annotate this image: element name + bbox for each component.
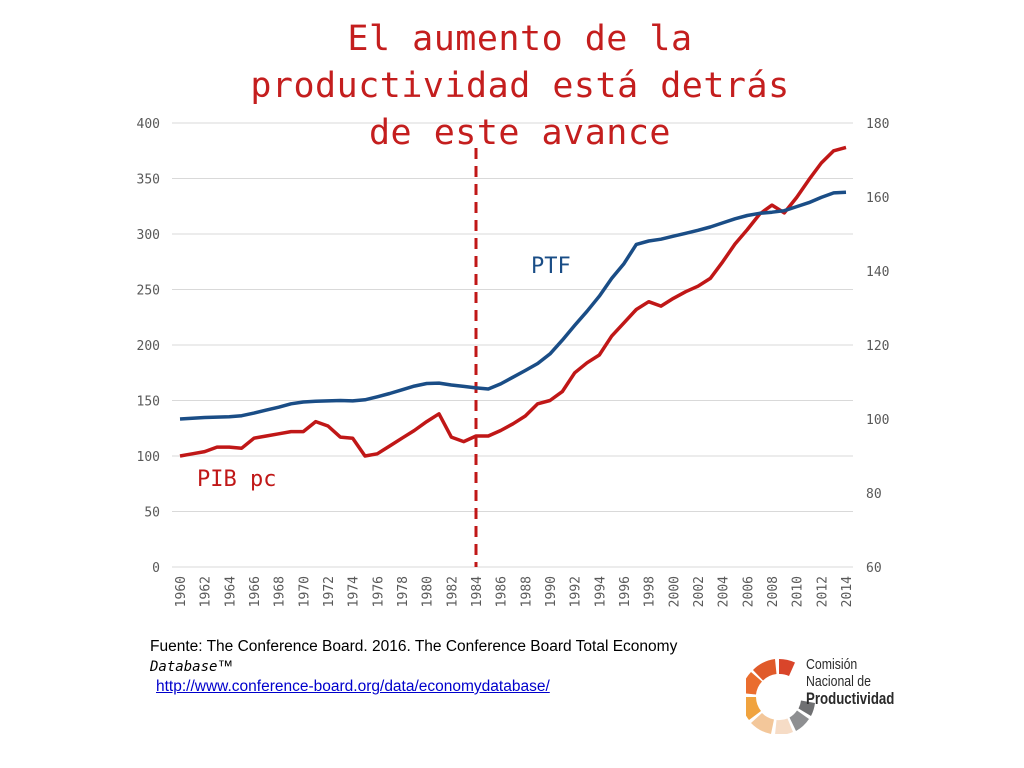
x-tick-label: 1994 [593, 576, 608, 607]
x-tick-label: 2006 [741, 576, 756, 607]
x-tick-label: 2010 [791, 576, 806, 607]
title-line-2: productividad está detrás [250, 66, 790, 106]
right-tick-label: 120 [866, 339, 889, 354]
x-tick-label: 1996 [618, 576, 633, 607]
left-tick-label: 150 [137, 395, 160, 410]
x-tick-label: 1970 [297, 576, 312, 607]
series-label-ptf: PTF [531, 254, 571, 279]
x-tick-label: 1968 [273, 576, 288, 607]
left-tick-label: 100 [137, 450, 160, 465]
source-text: Fuente: The Conference Board. 2016. The … [150, 638, 678, 655]
x-tick-label: 1998 [643, 576, 658, 607]
x-tick-label: 1992 [569, 576, 584, 607]
title-line-1: El aumento de la [347, 19, 693, 59]
x-tick-label: 2008 [766, 576, 781, 607]
series-line-pib-pc [179, 145, 847, 458]
left-tick-label: 200 [137, 339, 160, 354]
x-tick-label: 1972 [322, 576, 337, 607]
title-line-3: de este avance [368, 113, 671, 153]
x-tick-label: 2002 [692, 576, 707, 607]
series-line-ptf [179, 190, 847, 421]
source-link[interactable]: http://www.conference-board.org/data/eco… [156, 678, 550, 695]
x-tick-label: 1980 [421, 576, 436, 607]
right-tick-label: 160 [866, 191, 889, 206]
x-tick-label: 1976 [371, 576, 386, 607]
x-tick-label: 2004 [717, 576, 732, 607]
right-axis-ticks: 60 80 100 120 140 160 180 [866, 117, 889, 576]
x-tick-label: 1974 [347, 576, 362, 607]
right-tick-label: 100 [866, 413, 889, 428]
source-note: Fuente: The Conference Board. 2016. The … [150, 637, 710, 697]
x-tick-label: 1984 [470, 576, 485, 607]
left-axis-ticks: 0 50 100 150 200 250 300 350 400 [137, 117, 160, 576]
source-database-word: Database [150, 659, 218, 675]
left-tick-label: 400 [137, 117, 160, 132]
x-tick-label: 2014 [840, 576, 855, 607]
x-tick-label: 2000 [667, 576, 682, 607]
right-tick-label: 80 [866, 487, 882, 502]
x-tick-label: 1988 [519, 576, 534, 607]
left-tick-label: 250 [137, 284, 160, 299]
x-tick-label: 1960 [174, 576, 189, 607]
logo-text: Comisión Nacional de Productividad [806, 656, 919, 707]
cnp-logo-icon [746, 658, 815, 734]
logo-line-1: Comisión [806, 656, 858, 673]
x-tick-label: 1982 [445, 576, 460, 607]
x-tick-label: 1978 [396, 576, 411, 607]
grid-lines [172, 122, 853, 568]
right-tick-label: 180 [866, 117, 889, 132]
x-tick-label: 1966 [248, 576, 263, 607]
x-tick-label: 1962 [199, 576, 214, 607]
series-label-pib-pc: PIB pc [197, 467, 276, 492]
logo-line-3: Productividad [806, 689, 895, 708]
x-tick-label: 2012 [815, 576, 830, 607]
x-tick-label: 1964 [223, 576, 238, 607]
trademark-symbol: ™ [217, 658, 233, 675]
x-tick-label: 1990 [544, 576, 559, 607]
left-tick-label: 50 [144, 506, 160, 521]
left-tick-label: 0 [152, 561, 160, 576]
left-tick-label: 300 [137, 228, 160, 243]
left-tick-label: 350 [137, 173, 160, 188]
x-tick-label: 1986 [495, 576, 510, 607]
right-tick-label: 60 [866, 561, 882, 576]
x-axis-ticks: 1960 1962 1964 1966 1968 1970 1972 1974 1976 1978… [174, 576, 855, 607]
right-tick-label: 140 [866, 265, 889, 280]
logo-line-2: Nacional de [806, 673, 871, 690]
slide-title: El aumento de la productividad está detr… [150, 16, 890, 157]
